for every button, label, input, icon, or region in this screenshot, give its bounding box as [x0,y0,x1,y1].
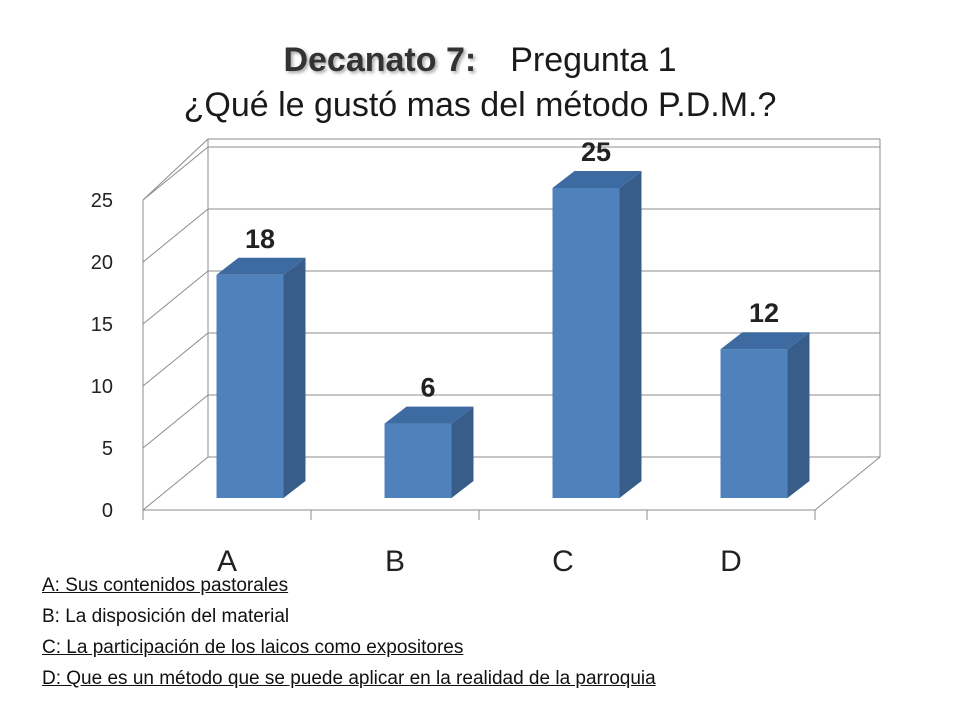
bar-data-label: 12 [749,298,779,328]
bar-side [619,171,642,498]
title-pregunta: Pregunta 1 [510,41,677,79]
y-tick-label: 5 [102,438,113,460]
title-decanato: Decanato 7: [283,41,477,79]
legend-item-a: A: Sus contenidos pastorales [42,575,289,596]
bar-data-label: 18 [245,224,275,254]
y-tick-label: 15 [91,314,113,336]
bar-front [384,423,452,498]
chart-title: Decanato 7: Pregunta 1 ¿Qué le gustó mas … [0,38,960,128]
gridline-side [142,394,209,449]
x-tick-label: B [385,545,405,578]
gridline-side [142,456,209,511]
gridline-side [142,270,209,325]
x-tick-label: A [217,545,237,578]
x-tick-label: C [552,545,574,578]
gridline-side [142,332,209,387]
gridline-side [142,208,209,263]
bar-top [384,406,474,424]
y-tick-label: 25 [91,190,113,212]
bar-side [451,406,474,498]
y-tick-label: 0 [102,500,113,522]
bar-front [720,349,788,498]
y-tick-label: 20 [91,252,113,274]
bar-side [787,332,810,498]
bar-front [552,188,620,498]
bar-top [720,332,810,350]
bar-top [216,257,306,275]
bar-data-label: 25 [581,137,611,167]
bar-top [552,171,642,188]
side-wall-top [142,138,209,201]
bar-front [216,274,284,498]
title-question: ¿Qué le gustó mas del método P.D.M.? [183,86,777,124]
x-tick-label: D [720,545,742,578]
y-tick-label: 10 [91,376,113,398]
category-legend: A: Sus contenidos pastorales B: La dispo… [42,570,922,694]
floor-right-edge [814,456,881,511]
legend-item-b: B: La disposición del material [42,606,290,627]
bar-side [283,257,306,498]
gridline-side [142,146,209,201]
legend-item-d: D: Que es un método que se puede aplicar… [42,668,656,689]
bar-data-label: 6 [420,373,435,403]
legend-item-c: C: La participación de los laicos como e… [42,637,464,658]
